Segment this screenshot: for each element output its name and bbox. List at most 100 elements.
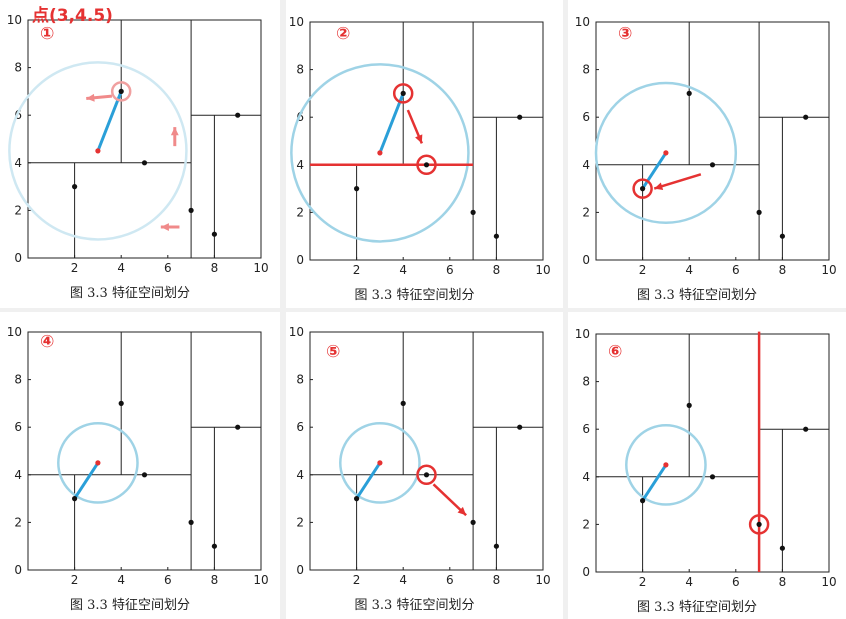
x-tick-label: 2: [639, 263, 647, 277]
x-tick-label: 10: [535, 573, 550, 587]
x-tick-label: 10: [821, 575, 836, 589]
step-number-label: ③: [618, 24, 633, 44]
data-point: [354, 186, 360, 192]
panel-6: 0 2 2 4 4 6 6 8 8 10 10 ⑥ 图 3.3 特征空间划分: [568, 312, 846, 619]
direction-arrow: [406, 109, 423, 144]
direction-arrow: [653, 173, 702, 190]
panel-1: 0 2 2 4 4 6 6 8 8 10 10 ① 图 3.3 特征空间划分: [0, 0, 280, 308]
x-tick-label: 8: [493, 573, 501, 587]
x-tick-label: 6: [164, 573, 172, 587]
query-point-label: 点(3,4.5): [32, 6, 113, 26]
data-point: [235, 112, 241, 118]
y-tick-label: 6: [14, 420, 22, 434]
x-tick-label: 6: [732, 575, 740, 589]
y-tick-label: 8: [296, 373, 304, 387]
search-circle: [8, 61, 188, 241]
x-tick-label: 4: [117, 573, 125, 587]
x-tick-label: 8: [779, 263, 787, 277]
y-tick-label: 4: [296, 468, 304, 482]
y-tick-label: 4: [582, 158, 590, 172]
y-tick-label: 2: [582, 517, 590, 531]
data-point: [803, 426, 809, 432]
y-tick-label: 0: [14, 251, 22, 265]
highlight-circle: [632, 178, 653, 199]
query-point: [377, 150, 383, 156]
data-point: [423, 472, 430, 478]
y-tick-label: 8: [582, 63, 590, 77]
data-point: [779, 233, 785, 239]
x-tick-label: 6: [732, 263, 740, 277]
plot-frame: [27, 331, 262, 571]
figure-caption: 图 3.3 特征空间划分: [70, 286, 190, 301]
x-tick-label: 10: [821, 263, 836, 277]
x-tick-label: 6: [446, 263, 454, 277]
y-tick-label: 2: [14, 203, 22, 217]
query-point: [95, 460, 101, 466]
nearest-distance-line: [355, 462, 382, 500]
figure-caption: 图 3.3 特征空间划分: [354, 288, 475, 303]
search-circle: [339, 422, 421, 504]
x-tick-label: 8: [211, 261, 219, 275]
search-circle: [625, 424, 707, 506]
x-tick-label: 4: [685, 263, 693, 277]
step-number-label: ①: [40, 24, 55, 44]
data-point: [640, 498, 646, 504]
highlight-circle: [416, 464, 437, 486]
search-circle: [594, 81, 738, 225]
nearest-distance-line: [641, 152, 668, 190]
query-point: [95, 148, 101, 154]
y-tick-label: 10: [7, 13, 22, 27]
panel-3: 0 2 2 4 4 6 6 8 8 10 10 ③ 图 3.3 特征空间划分: [568, 0, 846, 308]
x-tick-label: 4: [117, 261, 125, 275]
y-tick-label: 8: [296, 63, 304, 77]
query-point: [663, 462, 669, 468]
query-point: [377, 460, 383, 466]
y-tick-label: 2: [296, 205, 304, 219]
step-number-label: ⑤: [326, 342, 341, 362]
data-point: [188, 207, 194, 213]
x-tick-label: 10: [253, 261, 268, 275]
y-tick-label: 0: [296, 563, 304, 577]
figure-caption: 图 3.3 特征空间划分: [354, 598, 475, 613]
highlight-circle: [748, 514, 770, 535]
x-tick-label: 8: [779, 575, 787, 589]
data-point: [779, 545, 785, 551]
figure-caption: 图 3.3 特征空间划分: [637, 600, 757, 615]
y-tick-label: 4: [14, 468, 22, 482]
data-point: [517, 424, 523, 430]
y-tick-label: 4: [582, 470, 590, 484]
direction-arrow: [170, 127, 179, 147]
x-tick-label: 6: [164, 261, 172, 275]
search-circle: [290, 63, 470, 243]
data-point: [517, 114, 523, 120]
y-tick-label: 0: [14, 563, 22, 577]
x-tick-label: 2: [353, 263, 361, 277]
panel-2: 0 2 2 4 4 6 6 8 8 10 10 ② 图 3.3 特征空间划分: [286, 0, 563, 308]
data-point: [640, 186, 646, 192]
y-tick-label: 10: [7, 325, 22, 339]
data-point: [72, 184, 78, 190]
y-tick-label: 10: [289, 325, 304, 339]
y-tick-label: 6: [582, 110, 590, 124]
y-tick-label: 0: [296, 253, 304, 267]
panel-4: 0 2 2 4 4 6 6 8 8 10 10 ④ 图 3.3 特征空间划分: [0, 312, 280, 619]
y-tick-label: 6: [296, 420, 304, 434]
plot-frame: [309, 21, 544, 261]
data-point: [470, 209, 476, 215]
data-point: [686, 90, 692, 96]
x-tick-label: 4: [399, 263, 407, 277]
x-tick-label: 4: [685, 575, 693, 589]
data-point: [400, 90, 406, 96]
y-tick-label: 8: [14, 61, 22, 75]
highlight-circle: [392, 83, 414, 104]
highlight-circle: [416, 154, 437, 176]
highlight-circle: [110, 81, 132, 102]
data-point: [141, 160, 148, 166]
data-point: [211, 543, 217, 549]
figure-caption: 图 3.3 特征空间划分: [637, 288, 757, 303]
data-point: [686, 402, 692, 408]
